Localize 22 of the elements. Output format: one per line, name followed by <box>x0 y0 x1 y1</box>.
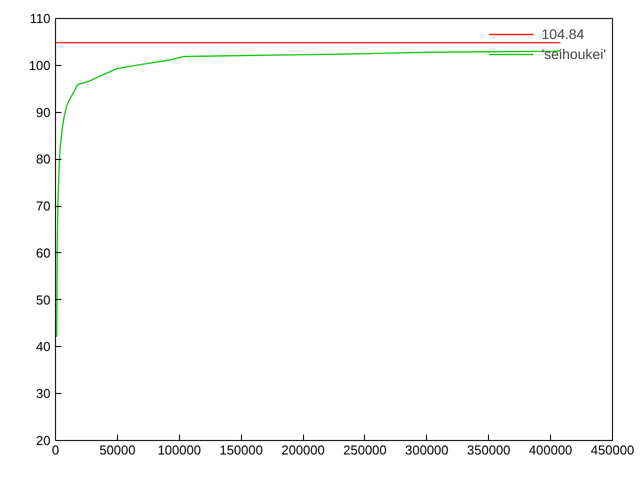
legend-label: 104.84 <box>542 26 584 42</box>
x-tick-label: 300000 <box>405 442 449 458</box>
y-tick-label: 80 <box>36 152 51 167</box>
y-tick-label: 50 <box>36 292 51 308</box>
y-tick-label: 20 <box>36 433 51 448</box>
y-tick-label: 90 <box>36 104 51 120</box>
x-tick-label: 250000 <box>343 442 387 458</box>
x-tick-label: 100000 <box>158 442 201 458</box>
y-tick-label: 100 <box>28 58 51 73</box>
x-tick-label: 150000 <box>219 442 263 458</box>
legend-label: 'seihoukei' <box>542 46 606 62</box>
x-tick-label: 0 <box>52 442 60 458</box>
x-tick-label: 450000 <box>590 442 634 458</box>
x-tick-label: 400000 <box>528 442 572 458</box>
y-tick-label: 110 <box>30 11 51 26</box>
y-tick-label: 60 <box>36 245 51 260</box>
y-tick-label: 40 <box>36 339 51 354</box>
y-tick-label: 30 <box>36 386 51 402</box>
x-tick-label: 350000 <box>467 442 510 458</box>
y-tick-label: 70 <box>36 198 51 214</box>
x-tick-label: 200000 <box>281 442 325 458</box>
x-tick-label: 50000 <box>99 442 136 458</box>
